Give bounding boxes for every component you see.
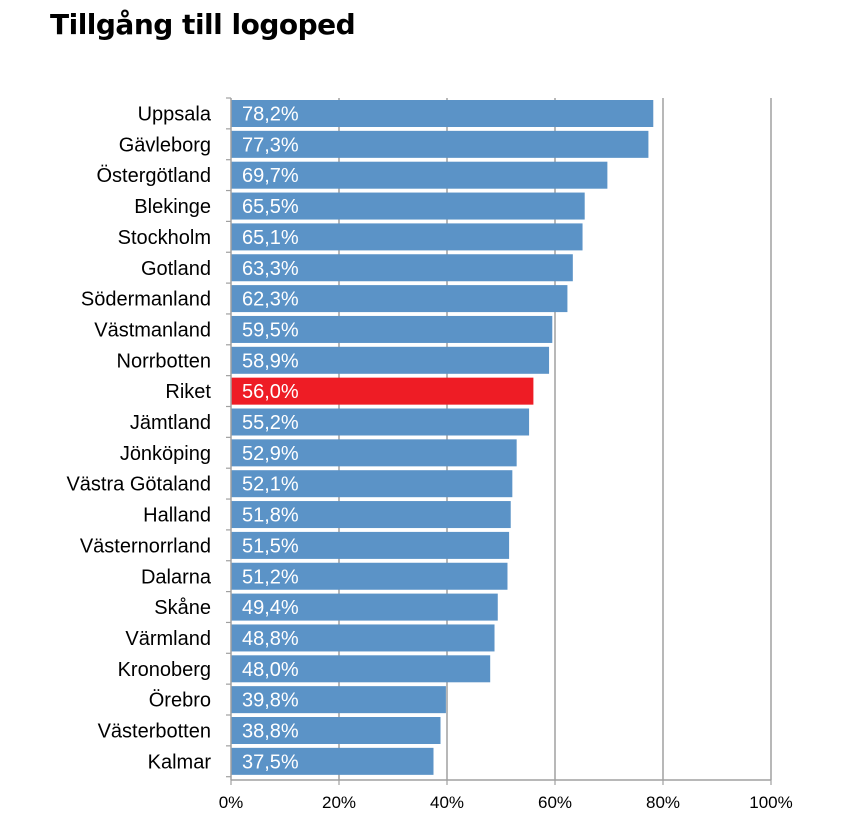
value-label: 52,9% bbox=[242, 443, 299, 465]
value-label: 37,5% bbox=[242, 751, 299, 773]
value-label: 65,1% bbox=[242, 227, 299, 249]
category-label: Skåne bbox=[154, 597, 211, 619]
category-label: Gävleborg bbox=[119, 134, 211, 156]
category-label: Jämtland bbox=[130, 412, 211, 434]
bar bbox=[231, 531, 510, 559]
bar bbox=[231, 747, 434, 775]
bar bbox=[231, 593, 498, 621]
value-label: 58,9% bbox=[242, 350, 299, 372]
value-label: 48,0% bbox=[242, 659, 299, 681]
value-label: 69,7% bbox=[242, 165, 299, 187]
x-tick-label: 80% bbox=[646, 793, 680, 812]
category-label: Halland bbox=[143, 505, 211, 527]
category-label: Kronoberg bbox=[118, 659, 211, 681]
bar bbox=[231, 161, 608, 189]
bar bbox=[231, 346, 550, 374]
category-label: Dalarna bbox=[141, 566, 212, 588]
bar bbox=[231, 408, 530, 436]
x-tick-label: 100% bbox=[749, 793, 792, 812]
category-label: Värmland bbox=[125, 628, 211, 650]
bar bbox=[231, 439, 517, 467]
bar bbox=[231, 624, 495, 652]
bar bbox=[231, 100, 654, 127]
value-label: 62,3% bbox=[242, 289, 299, 311]
value-label: 39,8% bbox=[242, 690, 299, 712]
value-label: 52,1% bbox=[242, 474, 299, 496]
value-label: 49,4% bbox=[242, 597, 299, 619]
bar bbox=[231, 130, 649, 158]
category-label: Västmanland bbox=[94, 319, 211, 341]
bar bbox=[231, 470, 513, 498]
bar bbox=[231, 686, 446, 714]
value-label: 65,5% bbox=[242, 196, 299, 218]
value-label: 77,3% bbox=[242, 134, 299, 156]
value-label: 59,5% bbox=[242, 319, 299, 341]
value-label: 78,2% bbox=[242, 104, 299, 126]
bar bbox=[231, 717, 441, 744]
category-label: Örebro bbox=[149, 690, 211, 712]
x-tick-label: 40% bbox=[430, 793, 464, 812]
value-label: 55,2% bbox=[242, 412, 299, 434]
x-tick-label: 0% bbox=[219, 793, 244, 812]
category-label: Stockholm bbox=[118, 227, 211, 249]
category-label: Kalmar bbox=[148, 751, 212, 773]
category-label: Östergötland bbox=[96, 165, 211, 187]
category-label: Blekinge bbox=[134, 196, 211, 218]
value-label: 48,8% bbox=[242, 628, 299, 650]
value-label: 51,8% bbox=[242, 505, 299, 527]
bar bbox=[231, 254, 573, 282]
category-label: Uppsala bbox=[138, 104, 212, 126]
bar bbox=[231, 562, 508, 590]
value-label: 63,3% bbox=[242, 258, 299, 280]
value-label: 56,0% bbox=[242, 381, 299, 403]
bar bbox=[231, 501, 511, 529]
category-label: Norrbotten bbox=[117, 350, 212, 372]
bar bbox=[231, 315, 553, 343]
category-label: Riket bbox=[165, 381, 211, 403]
bar bbox=[231, 223, 583, 251]
value-label: 51,5% bbox=[242, 535, 299, 557]
bar bbox=[231, 285, 568, 313]
chart-title: Tillgång till logoped bbox=[50, 8, 356, 41]
bar bbox=[231, 655, 491, 683]
value-label: 38,8% bbox=[242, 721, 299, 743]
category-label: Västra Götaland bbox=[66, 474, 211, 496]
x-tick-label: 60% bbox=[538, 793, 572, 812]
category-label: Jönköping bbox=[120, 443, 211, 465]
value-label: 51,2% bbox=[242, 566, 299, 588]
category-label: Södermanland bbox=[81, 289, 211, 311]
category-label: Västernorrland bbox=[80, 535, 211, 557]
bar bbox=[231, 192, 585, 220]
bar bbox=[231, 377, 534, 405]
x-tick-label: 20% bbox=[322, 793, 356, 812]
category-label: Västerbotten bbox=[98, 721, 211, 743]
category-label: Gotland bbox=[141, 258, 211, 280]
